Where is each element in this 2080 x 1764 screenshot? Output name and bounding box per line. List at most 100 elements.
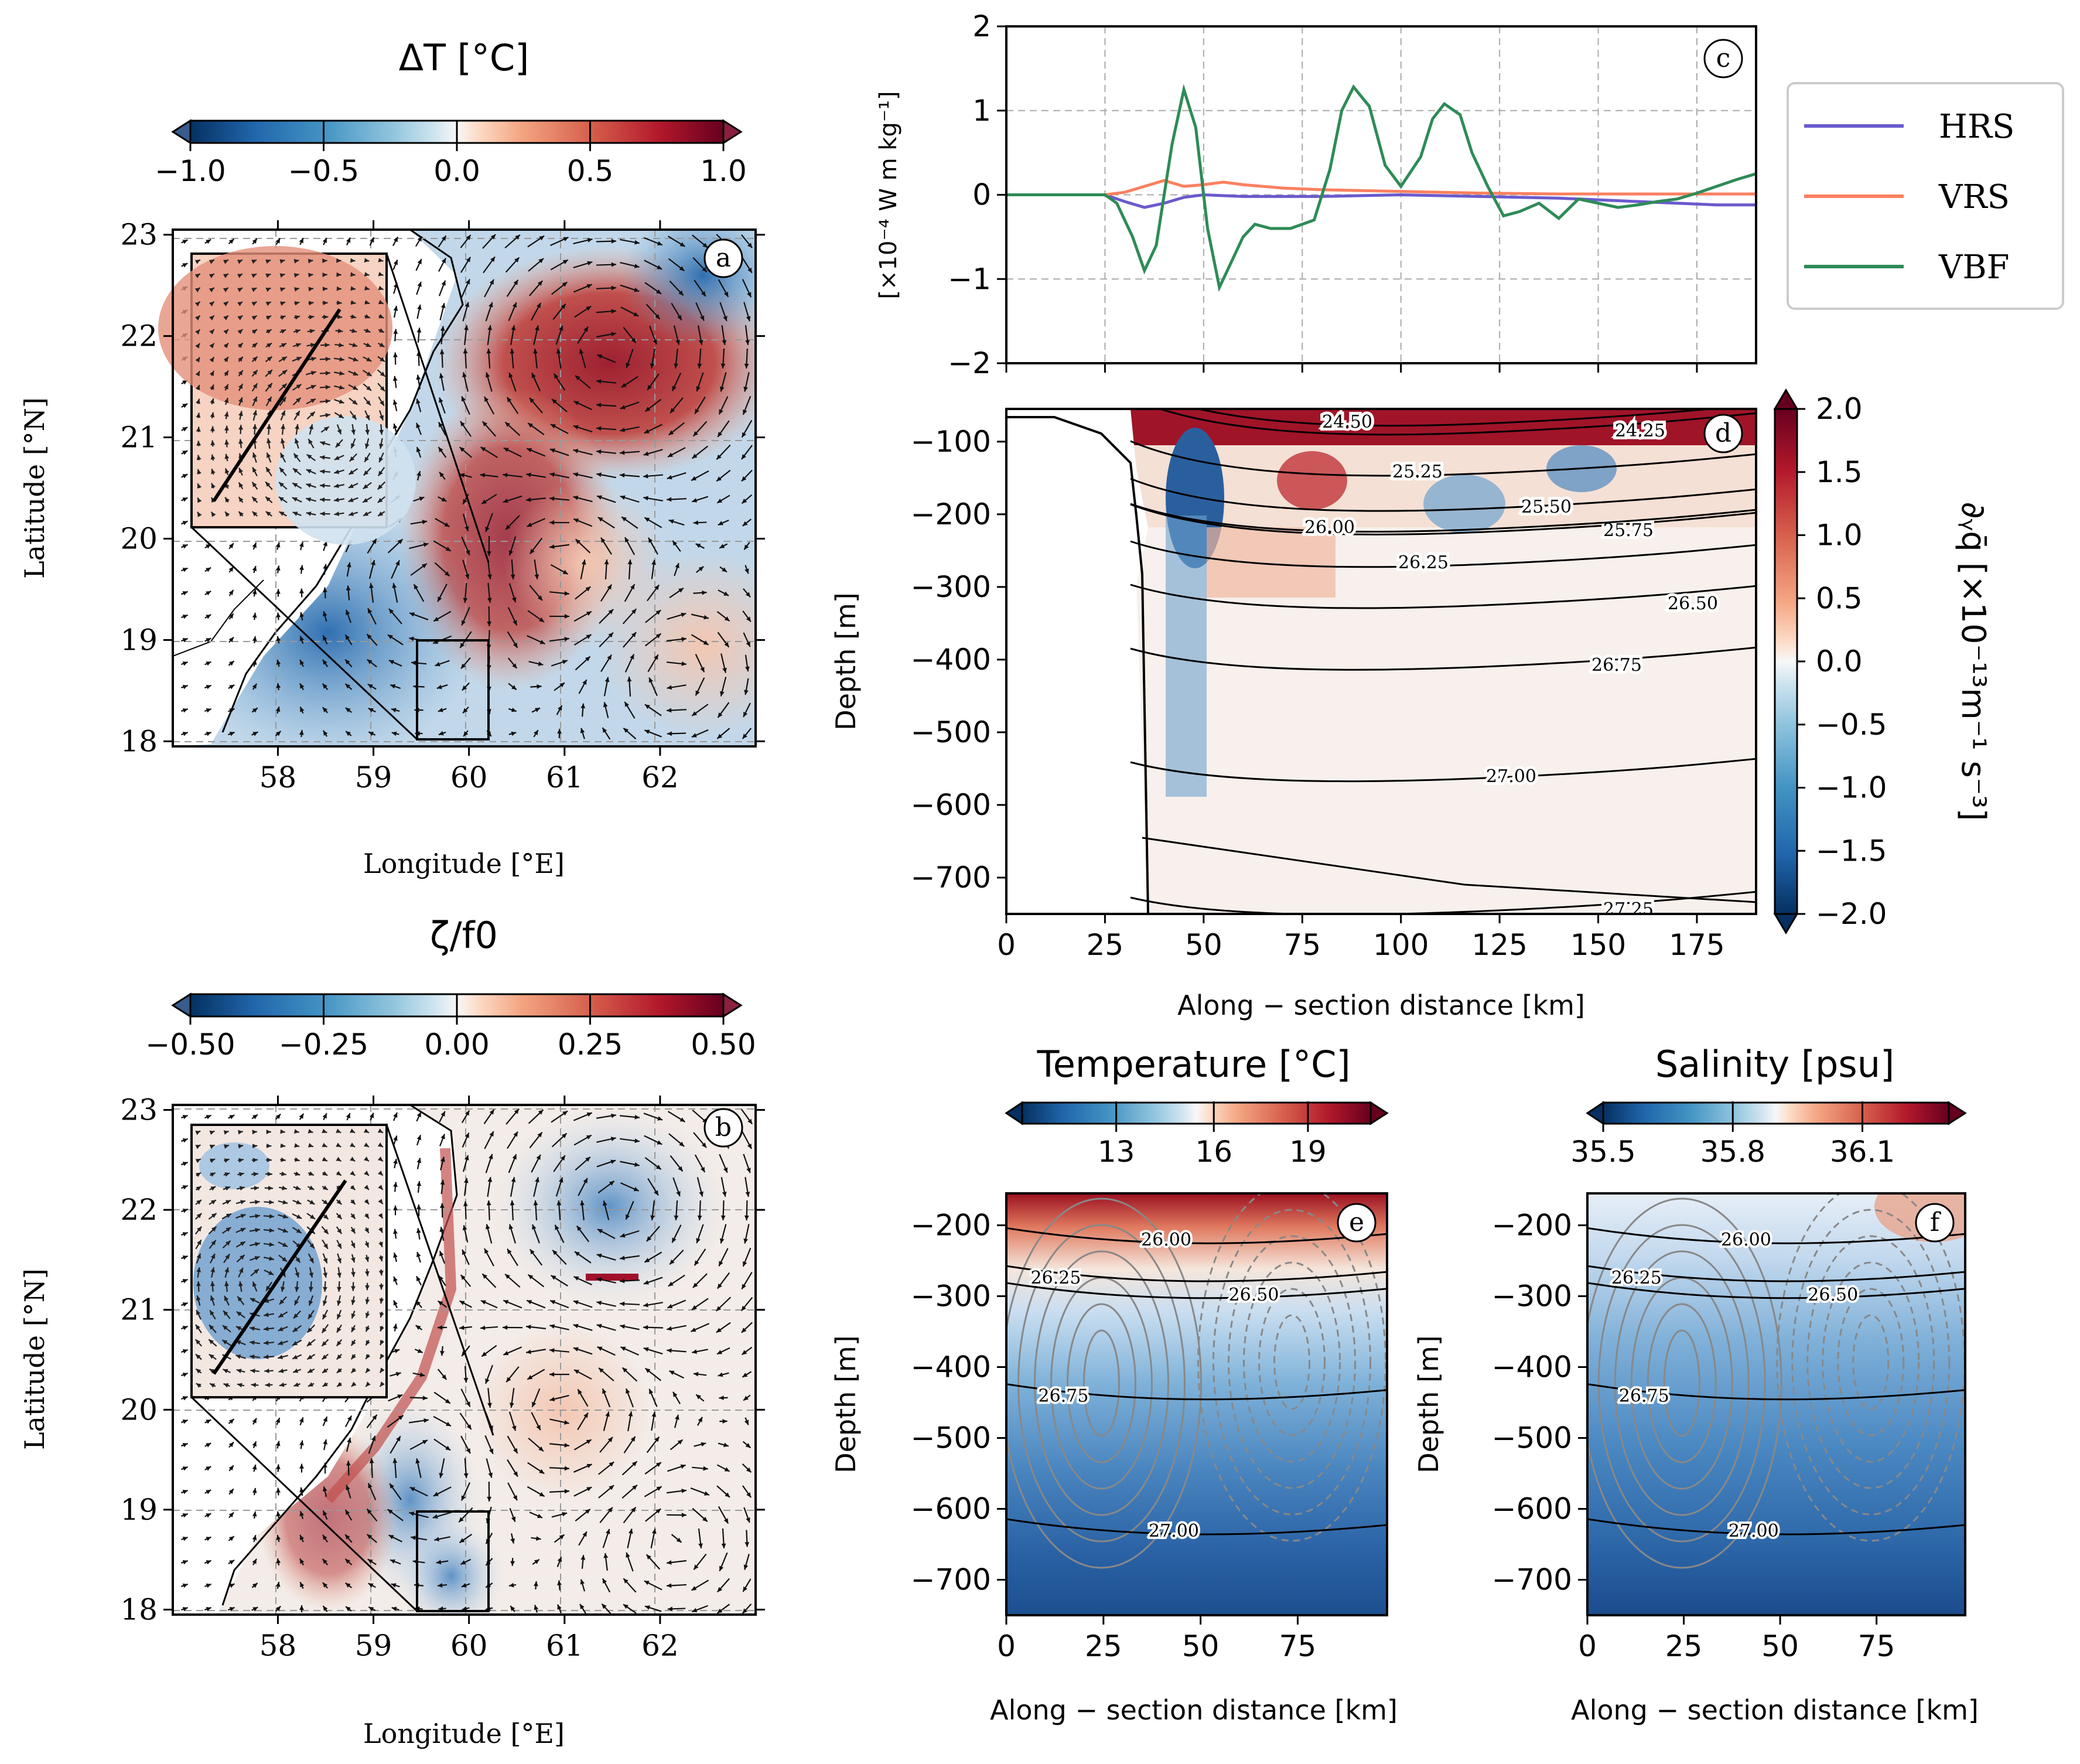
velocity-arrowhead — [533, 349, 538, 354]
velocity-arrowhead — [438, 1606, 443, 1611]
velocity-arrowhead — [380, 357, 385, 362]
velocity-arrowhead — [700, 667, 705, 673]
velocity-arrowhead — [409, 1511, 415, 1516]
velocity-arrowhead — [254, 1186, 259, 1190]
velocity-arrowhead — [510, 1561, 515, 1566]
velocity-arrowhead — [238, 1158, 244, 1163]
velocity-arrowhead — [292, 497, 298, 502]
velocity-arrowhead — [378, 470, 383, 476]
velocity-arrowhead — [366, 1340, 370, 1346]
velocity-arrowhead — [209, 1369, 215, 1374]
velocity-arrowhead — [209, 274, 214, 278]
velocity-arrowhead — [292, 483, 298, 487]
velocity-arrowhead — [432, 1514, 438, 1519]
velocity-arrowhead — [462, 1250, 467, 1255]
velocity-arrowhead — [653, 339, 657, 344]
velocity-arrowhead — [393, 306, 398, 311]
velocity-arrowhead — [527, 1300, 532, 1305]
velocity-arrowhead — [238, 425, 243, 430]
velocity-arrowhead — [238, 1130, 243, 1135]
velocity-arrowhead — [336, 442, 341, 448]
velocity-arrowhead — [747, 267, 752, 273]
velocity-arrowhead — [535, 1177, 539, 1183]
velocity-arrowhead — [488, 1472, 493, 1478]
velocity-arrowhead — [296, 1229, 302, 1233]
velocity-arrowhead — [460, 421, 465, 427]
velocity-arrowhead — [196, 1186, 201, 1191]
velocity-arrowhead — [596, 1301, 602, 1305]
velocity-arrowhead — [182, 1373, 188, 1377]
velocity-arrowhead — [393, 1205, 398, 1210]
velocity-arrowhead — [634, 1162, 640, 1167]
velocity-arrowhead — [650, 363, 655, 369]
velocity-arrowhead — [182, 1349, 188, 1354]
velocity-arrowhead — [746, 1517, 750, 1523]
velocity-arrowhead — [182, 1443, 188, 1448]
velocity-arrowhead — [309, 1200, 315, 1205]
velocity-arrowhead — [182, 1513, 188, 1518]
velocity-arrowhead — [295, 343, 301, 347]
velocity-arrowhead — [537, 1513, 542, 1519]
velocity-arrowhead — [586, 284, 592, 289]
velocity-arrowhead — [463, 708, 468, 714]
velocity-arrowhead — [539, 617, 544, 622]
velocity-arrowhead — [197, 469, 201, 475]
velocity-arrowhead — [743, 1395, 749, 1401]
velocity-arrowhead — [624, 537, 630, 543]
velocity-arrowhead — [742, 499, 747, 504]
velocity-arrowhead — [583, 326, 588, 332]
velocity-arrowhead — [222, 1340, 228, 1345]
velocity-arrowhead — [489, 1109, 494, 1115]
velocity-arrowhead — [674, 1215, 679, 1220]
velocity-arrowhead — [643, 1325, 648, 1330]
velocity-arrowhead — [323, 301, 328, 306]
velocity-arrowhead — [334, 483, 339, 489]
velocity-arrowhead — [228, 1512, 234, 1518]
velocity-arrowhead — [486, 1200, 491, 1206]
velocity-arrowhead — [440, 1111, 445, 1117]
velocity-arrowhead — [210, 454, 216, 460]
velocity-arrowhead — [196, 1295, 201, 1301]
velocity-arrowhead — [694, 1564, 699, 1570]
velocity-arrowhead — [439, 472, 445, 477]
velocity-arrowhead — [299, 565, 304, 571]
velocity-arrowhead — [281, 1171, 286, 1176]
velocity-arrowhead — [279, 273, 285, 278]
velocity-arrowhead — [723, 1442, 729, 1448]
velocity-arrowhead — [366, 1326, 370, 1332]
velocity-arrowhead — [211, 511, 216, 517]
velocity-arrowhead — [580, 1579, 585, 1585]
velocity-arrowhead — [536, 1425, 541, 1431]
velocity-arrowhead — [742, 733, 747, 739]
velocity-arrowhead — [702, 243, 708, 248]
velocity-arrowhead — [744, 1542, 750, 1547]
velocity-arrowhead — [294, 1157, 300, 1162]
velocity-arrowhead — [337, 429, 341, 435]
velocity-arrowhead — [378, 511, 384, 516]
velocity-arrowhead — [337, 1272, 342, 1278]
velocity-arrowhead — [309, 329, 315, 334]
panel-f-title: Salinity [psu] — [1655, 1043, 1894, 1086]
velocity-arrowhead — [196, 1369, 201, 1374]
velocity-arrowhead — [650, 1215, 655, 1220]
velocity-arrowhead — [620, 405, 626, 410]
velocity-arrowhead — [223, 1130, 229, 1135]
velocity-arrowhead — [308, 301, 314, 306]
velocity-arrowhead — [462, 1606, 467, 1611]
velocity-arrowhead — [549, 1348, 555, 1353]
velocity-arrowhead — [323, 1258, 327, 1264]
velocity-arrowhead — [278, 1313, 284, 1318]
velocity-arrowhead — [422, 1395, 428, 1401]
y-tick-label: −100 — [911, 425, 991, 459]
velocity-arrowhead — [745, 1192, 750, 1197]
velocity-arrowhead — [206, 1560, 211, 1565]
velocity-arrowhead — [224, 370, 228, 376]
velocity-arrowhead — [265, 288, 271, 292]
velocity-arrowhead — [300, 707, 305, 712]
velocity-arrowhead — [337, 314, 343, 319]
velocity-arrowhead — [322, 272, 327, 278]
velocity-arrowhead — [229, 732, 235, 736]
velocity-contour-positive — [1006, 1197, 1202, 1569]
velocity-arrowhead — [182, 521, 188, 526]
